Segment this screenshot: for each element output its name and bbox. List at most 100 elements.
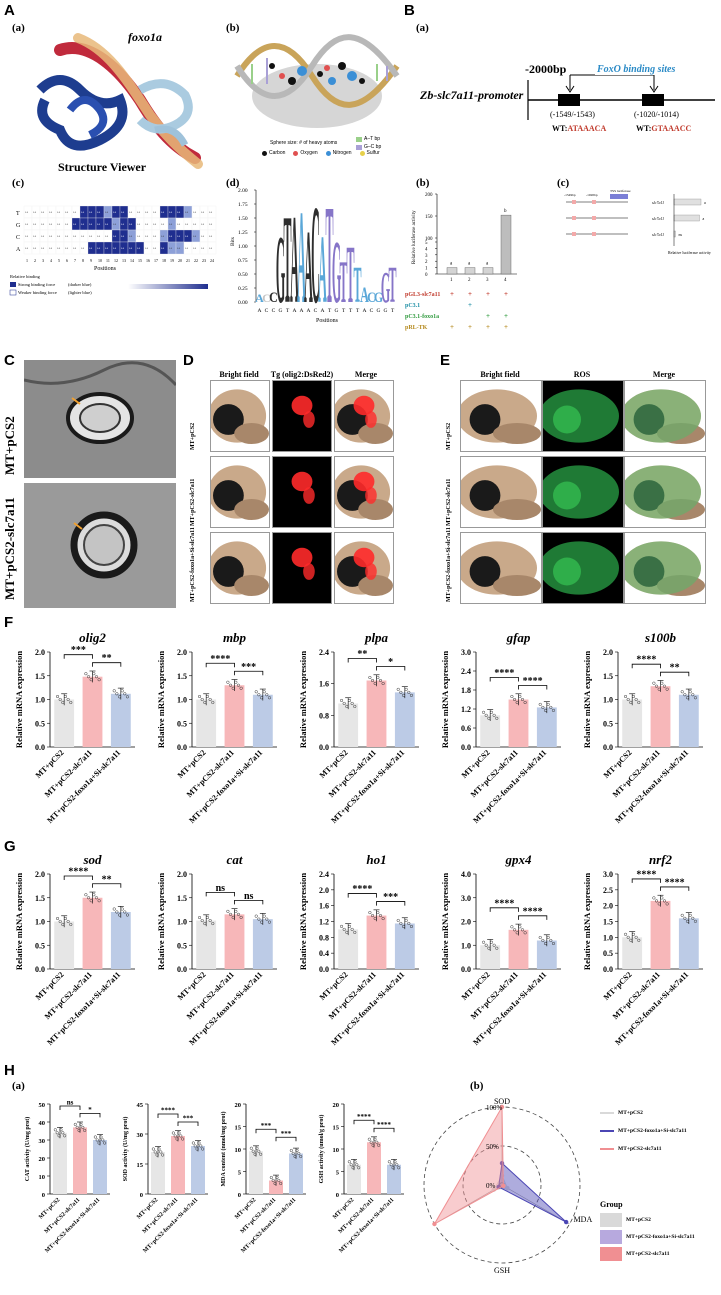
significance-bracket bbox=[205, 891, 235, 897]
heatmap-cell-value: 0.0 bbox=[33, 223, 37, 226]
data-point bbox=[69, 922, 73, 927]
significance-label: **** bbox=[523, 906, 543, 917]
data-point bbox=[208, 697, 212, 702]
green-eye-signal bbox=[553, 557, 581, 586]
data-point bbox=[66, 919, 70, 924]
data-point bbox=[198, 694, 202, 699]
heatmap-cell-value: 0.0 bbox=[105, 211, 109, 214]
group-legend-label: MT+pCS2-slc7a11 bbox=[626, 1251, 670, 1257]
logo-ytick-label: 0.75 bbox=[238, 258, 248, 264]
data-point bbox=[195, 1147, 199, 1151]
data-point bbox=[367, 1137, 371, 1141]
heatmap-cell-value: 0.0 bbox=[33, 247, 37, 250]
significance-label: ** bbox=[102, 874, 112, 885]
significance-label: ** bbox=[102, 653, 112, 664]
data-point bbox=[265, 693, 269, 697]
bar bbox=[82, 897, 103, 969]
site2-box bbox=[592, 200, 596, 204]
data-point bbox=[61, 922, 65, 927]
luc-ytick-label: 0 bbox=[425, 273, 428, 278]
group-legend-title: Group bbox=[600, 1200, 623, 1209]
luc-letter: b bbox=[504, 209, 507, 214]
data-point bbox=[660, 681, 664, 685]
heatmap-cell-value: 0.0 bbox=[185, 235, 189, 238]
data-point bbox=[693, 696, 697, 700]
data-point bbox=[538, 935, 542, 940]
y-tick-label: 1.0 bbox=[461, 941, 471, 950]
radar-r-label: 50% bbox=[486, 1143, 499, 1151]
group-legend: Group MT+pCS2 MT+pCS2-foxo1a+Si-slc7a11 MT+… bbox=[600, 1200, 695, 1264]
fish-yolk bbox=[234, 423, 269, 444]
panel-b-sub-b: (b) bbox=[416, 177, 430, 189]
data-point bbox=[69, 700, 73, 705]
heatmap-cell-value: 0.0 bbox=[209, 211, 213, 214]
heatmap-cell-value: 0.0 bbox=[65, 235, 69, 238]
heatmap-cell-value: 0.0 bbox=[113, 211, 117, 214]
y-axis-label: GSH activity (umol/g prot) bbox=[318, 1115, 325, 1184]
data-point bbox=[353, 704, 357, 709]
data-point bbox=[275, 1175, 279, 1180]
radar-r-label: 100% bbox=[486, 1104, 503, 1112]
heatmap-cell-value: 0.0 bbox=[57, 211, 61, 214]
data-point bbox=[368, 911, 372, 915]
heatmap-col-label: 20 bbox=[178, 258, 182, 263]
radar-legend-item: MT+pCS2-slc7a11 bbox=[600, 1146, 687, 1152]
luc-mark: + bbox=[450, 290, 454, 298]
red-signal bbox=[365, 563, 377, 580]
data-point bbox=[89, 899, 93, 903]
data-point bbox=[201, 1147, 205, 1151]
y-tick-label: 0.8 bbox=[319, 933, 329, 942]
data-point bbox=[197, 1141, 201, 1145]
data-point bbox=[58, 919, 62, 924]
site1-box bbox=[572, 232, 576, 236]
d-row-label: MT+pCS2-foxo1a+Si-slc7a11 bbox=[190, 527, 196, 602]
data-point bbox=[259, 1152, 263, 1156]
bar bbox=[678, 694, 699, 747]
chart-title: nrf2 bbox=[649, 852, 673, 867]
y-axis-label: Relative mRNA expression bbox=[156, 873, 166, 970]
atom-dot-icon bbox=[359, 150, 365, 156]
panel-label-f: F bbox=[4, 614, 14, 631]
heatmap-cell-value: 0.0 bbox=[49, 235, 53, 238]
luc-ytick-label: 2 bbox=[425, 260, 428, 265]
data-point bbox=[92, 893, 96, 897]
data-point bbox=[125, 695, 129, 699]
y-tick-label: 2.0 bbox=[177, 870, 187, 879]
data-point bbox=[693, 919, 697, 923]
logo-letter: C bbox=[262, 292, 271, 305]
significance-bracket bbox=[376, 666, 406, 671]
y-tick-label: 0 bbox=[238, 1192, 241, 1199]
heatmap-cell-value: 0.0 bbox=[105, 235, 109, 238]
data-point bbox=[399, 690, 403, 694]
data-point bbox=[549, 705, 553, 709]
data-point bbox=[495, 716, 499, 720]
legend-line-icon bbox=[600, 1112, 614, 1114]
data-point bbox=[404, 918, 408, 923]
luc-mark: + bbox=[450, 323, 454, 331]
data-point bbox=[543, 708, 548, 712]
logo-seq-label: T bbox=[342, 308, 346, 314]
heatmap-col-label: 9 bbox=[90, 258, 92, 263]
fish-yolk bbox=[234, 575, 269, 596]
heatmap-cell-value: 0.0 bbox=[121, 235, 125, 238]
heatmap-col-label: 4 bbox=[50, 258, 52, 263]
e-image-bright bbox=[457, 456, 542, 528]
heatmap-cell-value: 0.0 bbox=[201, 247, 205, 250]
logo-xlabel: Positions bbox=[316, 318, 339, 324]
tem-label-control: MT+pCS2 bbox=[2, 416, 17, 475]
y-tick-label: 2.5 bbox=[603, 886, 613, 895]
heatmap-cell-value: 0.0 bbox=[209, 235, 213, 238]
data-point bbox=[347, 924, 352, 928]
heatmap-cell-value: 0.0 bbox=[57, 247, 61, 250]
data-point bbox=[662, 899, 667, 903]
heatmap-cell-value: 0.0 bbox=[177, 235, 181, 238]
logo-seq-label: C bbox=[272, 308, 276, 314]
d-image-fluor bbox=[272, 456, 332, 528]
fish-image bbox=[457, 533, 541, 603]
logo-letter: C bbox=[311, 182, 320, 333]
heatmap-col-label: 2 bbox=[34, 258, 36, 263]
heatmap-cell-value: 0.0 bbox=[33, 235, 37, 238]
y-tick-label: 10 bbox=[235, 1147, 242, 1154]
heatmap-cell-value: 0.0 bbox=[73, 235, 77, 238]
bar bbox=[338, 703, 359, 747]
